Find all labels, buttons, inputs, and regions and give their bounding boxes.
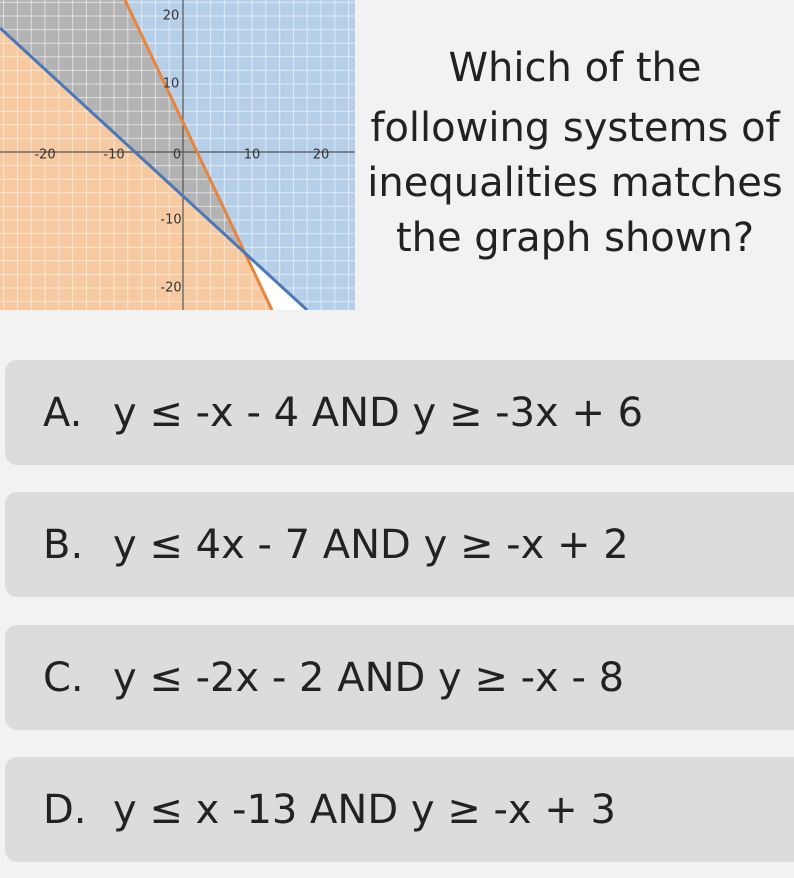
option-c[interactable]: C. y ≤ -2x - 2 AND y ≥ -x - 8 (5, 625, 794, 730)
option-letter: C. (43, 654, 84, 701)
option-letter: B. (43, 521, 84, 568)
option-a[interactable]: A. y ≤ -x - 4 AND y ≥ -3x + 6 (5, 360, 794, 465)
question-line: following systems of (370, 105, 780, 151)
orange-line (123, 0, 274, 310)
option-b[interactable]: B. y ≤ 4x - 7 AND y ≥ -x + 2 (5, 492, 794, 597)
x-tick-label: 10 (244, 148, 261, 163)
overlap-region (0, 0, 246, 254)
option-text: y ≤ x -13 AND y ≥ -x + 3 (113, 786, 616, 833)
blue-line (0, 26, 309, 310)
option-letter: A. (43, 389, 83, 436)
question-line: inequalities matches (367, 160, 783, 206)
graph: -20 -10 0 10 20 20 10 -10 -20 (0, 0, 355, 310)
x-tick-label: -20 (34, 148, 55, 163)
y-tick-label: -20 (160, 281, 181, 296)
x-tick-label: 0 (173, 148, 181, 163)
y-tick-label: -10 (160, 213, 181, 228)
x-tick-label: -10 (103, 148, 124, 163)
question-line: Which of the (448, 45, 702, 91)
option-text: y ≤ -2x - 2 AND y ≥ -x - 8 (113, 654, 625, 701)
option-text: y ≤ -x - 4 AND y ≥ -3x + 6 (113, 389, 644, 436)
option-text: y ≤ 4x - 7 AND y ≥ -x + 2 (113, 521, 629, 568)
y-tick-label: 10 (163, 77, 180, 92)
option-letter: D. (43, 786, 87, 833)
question-line: the graph shown? (395, 215, 755, 261)
y-tick-label: 20 (163, 9, 180, 24)
x-tick-label: 20 (313, 148, 330, 163)
option-d[interactable]: D. y ≤ x -13 AND y ≥ -x + 3 (5, 757, 794, 862)
